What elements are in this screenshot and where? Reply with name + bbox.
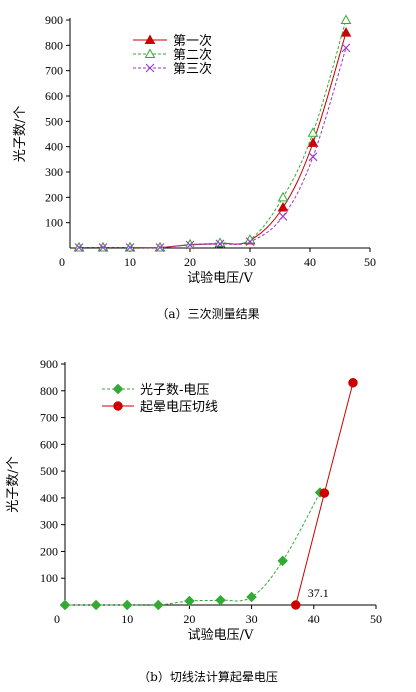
legend-marker (112, 383, 124, 395)
data-point (291, 600, 301, 610)
series-line-1 (65, 492, 321, 606)
chart-b-caption: （b）切线法计算起晕电压 (138, 669, 278, 684)
x-axis-label: 试验电压/V (187, 270, 253, 286)
y-tick-label: 600 (45, 89, 63, 103)
origin-label: 0 (54, 612, 60, 626)
y-tick-label: 500 (40, 464, 58, 478)
legend-label: 起晕电压切线 (140, 400, 218, 415)
y-tick-label: 400 (45, 140, 63, 154)
data-point (278, 211, 288, 221)
data-point (341, 43, 351, 53)
y-tick-label: 800 (45, 38, 63, 52)
annotation-label: 37.1 (308, 586, 329, 600)
x-tick-label: 50 (370, 612, 382, 626)
y-tick-label: 100 (40, 571, 58, 585)
data-point (184, 595, 195, 607)
data-point (307, 137, 319, 147)
x-tick-label: 20 (184, 255, 196, 269)
legend-marker (145, 63, 155, 73)
data-point (277, 555, 289, 567)
y-tick-label: 700 (40, 411, 58, 425)
data-point (74, 243, 84, 252)
data-point (307, 127, 319, 137)
x-tick-label: 20 (183, 612, 195, 626)
y-tick-label: 100 (45, 216, 63, 230)
x-tick-label: 40 (308, 612, 320, 626)
data-point (90, 599, 102, 611)
data-point (59, 599, 71, 611)
y-tick-label: 400 (40, 491, 58, 505)
y-tick-label: 300 (45, 165, 63, 179)
data-point (155, 243, 165, 252)
x-tick-label: 50 (364, 255, 376, 269)
y-tick-label: 200 (40, 544, 58, 558)
data-point (184, 238, 196, 249)
data-point (277, 191, 289, 202)
legend-marker (144, 34, 156, 44)
y-tick-label: 900 (40, 357, 58, 371)
data-point (98, 243, 108, 252)
x-tick-label: 30 (244, 255, 256, 269)
legend-label: 第二次 (173, 47, 212, 63)
series-line-2 (79, 19, 347, 249)
y-tick-label: 800 (40, 384, 58, 398)
chart-a: （a）三次测量结果 10 20 30 40 5001002003004005006007… (13, 13, 376, 321)
y-tick-label: 300 (40, 518, 58, 532)
data-point (246, 591, 257, 603)
y-tick-label: 600 (40, 437, 58, 451)
y-tick-label: 900 (45, 13, 63, 27)
x-tick-label: 10 (124, 255, 136, 269)
data-point (245, 237, 255, 247)
legend-label: 第一次 (173, 33, 212, 49)
x-axis-label: 试验电压/V (188, 627, 254, 643)
x-tick-label: 40 (304, 255, 316, 269)
data-point (215, 239, 225, 249)
data-point (185, 240, 195, 250)
data-point (340, 14, 352, 24)
series-line-1 (79, 32, 347, 249)
y-tick-label: 200 (45, 190, 63, 204)
data-point (125, 243, 135, 252)
data-point (215, 594, 226, 606)
data-point (214, 237, 226, 247)
legend-label: 光子数-电压 (140, 383, 209, 398)
data-point (348, 377, 358, 388)
data-point (308, 152, 318, 162)
legend-marker (113, 401, 123, 411)
legend-marker (144, 48, 156, 58)
x-tick-label: 10 (121, 612, 133, 626)
chart-a-caption: （a）三次测量结果 (156, 307, 259, 321)
origin-label: 0 (59, 255, 65, 269)
y-axis-label: 光子数/个 (6, 456, 21, 512)
y-axis-label: 光子数/个 (13, 106, 28, 162)
y-tick-label: 700 (45, 64, 63, 78)
data-point (340, 27, 352, 37)
data-point (121, 599, 133, 611)
chart-b: （b）切线法计算起晕电压 10 20 30 40 5001002003004005006… (6, 357, 382, 684)
legend-label: 第三次 (173, 61, 212, 77)
data-point (277, 201, 289, 212)
data-point (319, 488, 330, 498)
x-tick-label: 30 (246, 612, 258, 626)
y-tick-label: 500 (45, 114, 63, 128)
series-line-3 (79, 47, 347, 249)
data-point (152, 599, 164, 611)
